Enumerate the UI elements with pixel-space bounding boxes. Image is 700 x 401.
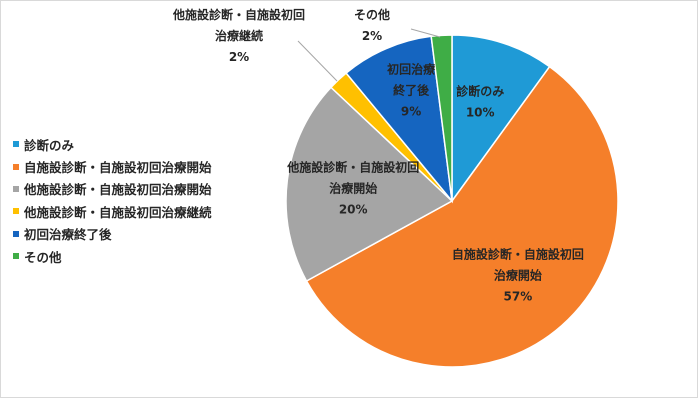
- slice-percent-label: 2%: [362, 29, 382, 43]
- leader-lines: [297, 28, 441, 82]
- legend-swatch: [13, 230, 19, 237]
- legend-item: 他施設診断・自施設初回治療継続: [13, 200, 212, 222]
- slice-name-label: 治療継続: [215, 28, 263, 43]
- legend-label: 他施設診断・自施設初回治療開始: [24, 182, 212, 198]
- legend-label: 他施設診断・自施設初回治療継続: [24, 204, 212, 220]
- legend-item: 診断のみ: [13, 133, 212, 155]
- slice-percent-label: 2%: [229, 50, 249, 64]
- slice-name-label: 初回治療: [387, 62, 435, 77]
- legend-item: その他: [13, 245, 212, 267]
- slice-percent-label: 57%: [504, 290, 533, 304]
- pie-slices: [285, 34, 619, 368]
- slice-name-label: 他施設診断・自施設初回: [286, 160, 419, 175]
- legend-item: 自施設診断・自施設初回治療開始: [13, 155, 212, 177]
- legend-swatch: [13, 163, 19, 170]
- legend-item: 他施設診断・自施設初回治療開始: [13, 178, 212, 200]
- pie-slice: [451, 34, 551, 204]
- pie-slice: [430, 34, 453, 202]
- legend-swatch: [13, 208, 19, 215]
- legend-swatch: [13, 253, 19, 260]
- pie-slice: [305, 65, 619, 368]
- slice-percent-label: 9%: [401, 105, 421, 119]
- data-labels: 診断のみ10%自施設診断・自施設初回治療開始57%他施設診断・自施設初回治療開始…: [172, 7, 584, 304]
- slice-percent-label: 20%: [339, 203, 368, 217]
- slice-name-label: 診断のみ: [456, 84, 504, 99]
- slice-name-label: その他: [354, 7, 390, 22]
- legend-label: 自施設診断・自施設初回治療開始: [24, 160, 212, 176]
- legend-label: 初回治療終了後: [24, 227, 112, 243]
- legend-swatch: [13, 141, 19, 148]
- legend-label: その他: [24, 249, 62, 265]
- legend-swatch: [13, 185, 19, 192]
- slice-name-label: 終了後: [393, 83, 430, 98]
- legend-item: 初回治療終了後: [13, 223, 212, 245]
- pie-slice: [285, 86, 454, 282]
- pie-slice: [345, 35, 454, 204]
- slice-percent-label: 10%: [466, 106, 495, 120]
- leader-line: [410, 28, 441, 38]
- slice-name-label: 治療開始: [494, 268, 542, 283]
- slice-name-label: 自施設診断・自施設初回: [452, 247, 584, 262]
- leader-line: [297, 40, 338, 82]
- slice-name-label: 他施設診断・自施設初回: [172, 7, 305, 22]
- slice-name-label: 治療開始: [329, 181, 377, 196]
- legend: 診断のみ 自施設診断・自施設初回治療開始 他施設診断・自施設初回治療開始 他施設…: [13, 133, 212, 267]
- legend-label: 診断のみ: [24, 137, 75, 153]
